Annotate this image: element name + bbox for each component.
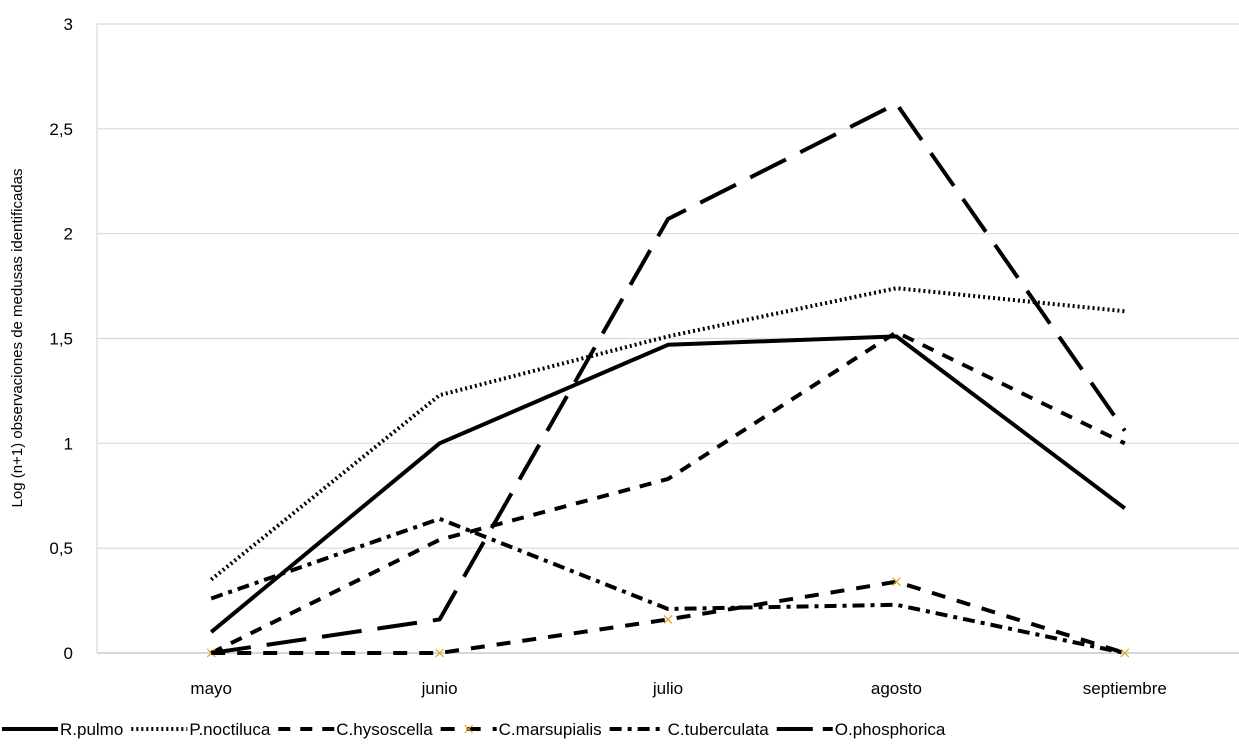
legend-label: O.phosphorica	[835, 720, 946, 739]
y-tick-label: 0,5	[49, 539, 73, 558]
data-point-marker	[891, 577, 901, 587]
legend-item: P.noctiluca	[131, 720, 271, 739]
x-tick-label: mayo	[190, 679, 232, 698]
x-tick-label: agosto	[871, 679, 922, 698]
y-axis-ticks: 0 0,5 1 1,5 2 2,5 3	[49, 15, 73, 663]
data-point-marker	[663, 615, 673, 624]
y-tick-label: 3	[64, 15, 73, 34]
y-tick-label: 0	[64, 644, 73, 663]
y-tick-label: 2	[64, 225, 73, 244]
legend-item: C.tuberculata	[609, 720, 770, 739]
y-tick-label: 1,5	[49, 330, 73, 349]
legend: R.pulmo P.noctiluca C.hysoscella C.marsupia…	[2, 720, 946, 739]
data-point-marker	[435, 648, 445, 658]
legend-label: C.hysoscella	[336, 720, 433, 739]
legend-item: O.phosphorica	[776, 720, 946, 739]
y-axis-label: Log (n+1) observaciones de medusas ident…	[9, 169, 26, 508]
y-tick-label: 1	[64, 434, 73, 453]
x-tick-label: junio	[421, 679, 458, 698]
legend-item: C.marsupialis	[440, 720, 602, 739]
x-tick-label: julio	[652, 679, 683, 698]
legend-label: P.noctiluca	[189, 720, 271, 739]
legend-label: C.tuberculata	[668, 720, 770, 739]
data-point-marker	[1120, 648, 1130, 658]
series-lines	[206, 101, 1130, 658]
legend-label: R.pulmo	[60, 720, 123, 739]
series-line-r-pulmo	[209, 334, 1127, 634]
gridlines	[96, 23, 1239, 654]
x-axis-ticks: mayo junio julio agosto septiembre	[190, 679, 1166, 698]
legend-item: R.pulmo	[2, 720, 123, 739]
series-line-o-phosphorica	[210, 101, 1127, 655]
series-line-p-noctiluca	[209, 286, 1126, 582]
x-tick-label: septiembre	[1083, 679, 1167, 698]
legend-item: C.hysoscella	[278, 720, 433, 739]
legend-label: C.marsupialis	[499, 720, 602, 739]
series-line-c-tuberculata	[210, 516, 1126, 655]
y-tick-label: 2,5	[49, 120, 73, 139]
series-line-c-marsupialis	[211, 579, 1126, 655]
series-line-c-hysoscella	[210, 330, 1126, 655]
